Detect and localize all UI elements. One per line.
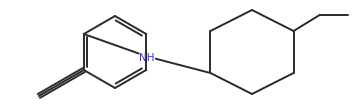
Text: NH: NH xyxy=(140,53,155,62)
